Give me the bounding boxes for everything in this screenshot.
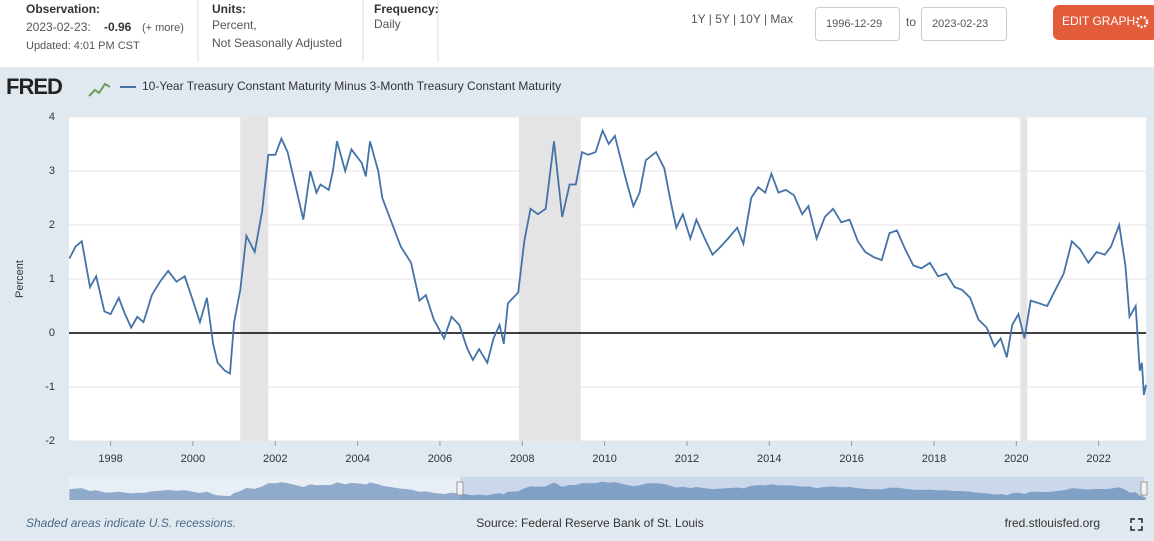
observation-date: 2023-02-23:: [26, 20, 91, 34]
y-axis-title: Percent: [14, 260, 26, 298]
recession-note: Shaded areas indicate U.S. recessions.: [26, 516, 236, 530]
units: Percent,: [212, 18, 257, 32]
logo-icon: [88, 82, 111, 97]
x-tick-label: 2022: [1086, 453, 1110, 465]
gear-icon: [1135, 15, 1149, 29]
observation-value: -0.96: [104, 20, 132, 34]
frequency-label: Frequency:: [374, 2, 439, 16]
y-tick-label: 2: [49, 219, 55, 231]
source: Source: Federal Reserve Bank of St. Loui…: [476, 516, 703, 530]
y-tick-label: -2: [45, 435, 55, 447]
range-links[interactable]: 1Y | 5Y | 10Y | Max: [691, 12, 793, 26]
x-tick-label: 2010: [592, 453, 616, 465]
navigator-area: [69, 481, 1146, 500]
navigator-handle[interactable]: [1140, 481, 1148, 496]
y-tick-label: 4: [49, 111, 55, 123]
x-tick-label: 2016: [839, 453, 863, 465]
frequency: Daily: [374, 17, 401, 31]
series-line: [68, 128, 1147, 396]
y-tick-label: 1: [49, 273, 55, 285]
x-tick-label: 2004: [345, 453, 369, 465]
units-label: Units:: [212, 2, 246, 16]
x-tick-label: 2000: [181, 453, 205, 465]
edit-graph-button[interactable]: [1053, 5, 1154, 40]
units: Not Seasonally Adjusted: [212, 36, 342, 50]
to-label: to: [906, 15, 916, 29]
legend-label: 10-Year Treasury Constant Maturity Minus…: [142, 79, 561, 93]
more-link[interactable]: (+ more): [142, 22, 184, 34]
x-tick-label: 2002: [263, 453, 287, 465]
x-tick-label: 2020: [1004, 453, 1028, 465]
edit-graph-label: EDIT GRAPH: [1062, 14, 1135, 28]
navigator-handle[interactable]: [456, 481, 464, 496]
fullscreen-icon[interactable]: [1130, 518, 1143, 531]
x-tick-label: 2008: [510, 453, 534, 465]
x-tick-label: 2014: [757, 453, 781, 465]
y-tick-label: 3: [49, 165, 55, 177]
start-date: 1996-12-29: [826, 18, 882, 30]
x-tick-label: 2006: [428, 453, 452, 465]
x-tick-label: 2018: [922, 453, 946, 465]
start-date-input[interactable]: [815, 7, 900, 41]
x-tick-label: 2012: [675, 453, 699, 465]
fred-logo: FRED: [6, 74, 62, 99]
end-date: 2023-02-23: [932, 18, 988, 30]
y-tick-label: -1: [45, 381, 55, 393]
updated: Updated: 4:01 PM CST: [26, 40, 140, 52]
observation-label: Observation:: [26, 2, 100, 16]
x-tick-label: 1998: [98, 453, 122, 465]
end-date-input[interactable]: [921, 7, 1007, 41]
site: fred.stlouisfed.org: [1005, 516, 1100, 530]
y-tick-label: 0: [49, 327, 55, 339]
